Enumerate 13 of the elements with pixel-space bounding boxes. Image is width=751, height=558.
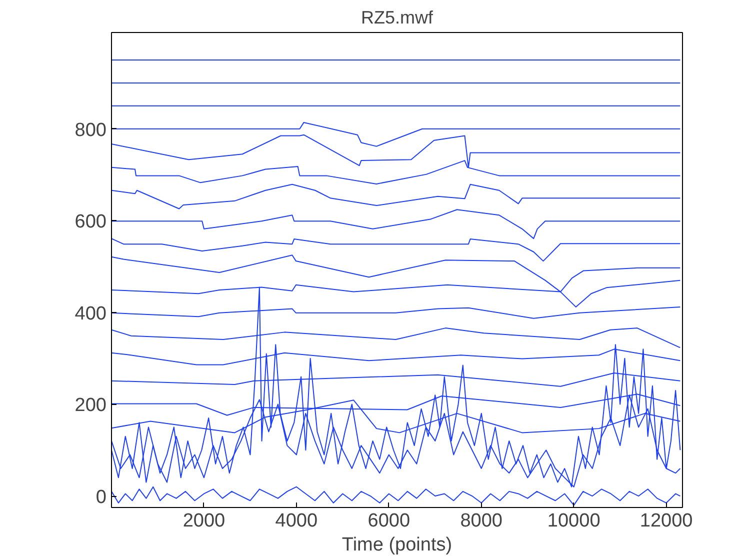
y-tick-label: 600 bbox=[74, 212, 106, 233]
x-tick-label: 4000 bbox=[275, 510, 318, 532]
x-tick-label: 12000 bbox=[640, 510, 693, 532]
y-tick-label: 800 bbox=[74, 120, 106, 141]
chart-title: RZ5.mwf bbox=[361, 8, 434, 28]
y-tick-label: 200 bbox=[74, 395, 106, 416]
y-tick-label: 400 bbox=[74, 303, 106, 324]
x-tick-label: 2000 bbox=[182, 510, 226, 532]
x-tick-label: 6000 bbox=[368, 510, 410, 532]
x-tick-label: 8000 bbox=[460, 510, 503, 532]
x-tick-label: 10000 bbox=[547, 510, 600, 532]
y-tick-label: 0 bbox=[96, 487, 107, 508]
x-axis-title: Time (points) bbox=[342, 534, 452, 556]
